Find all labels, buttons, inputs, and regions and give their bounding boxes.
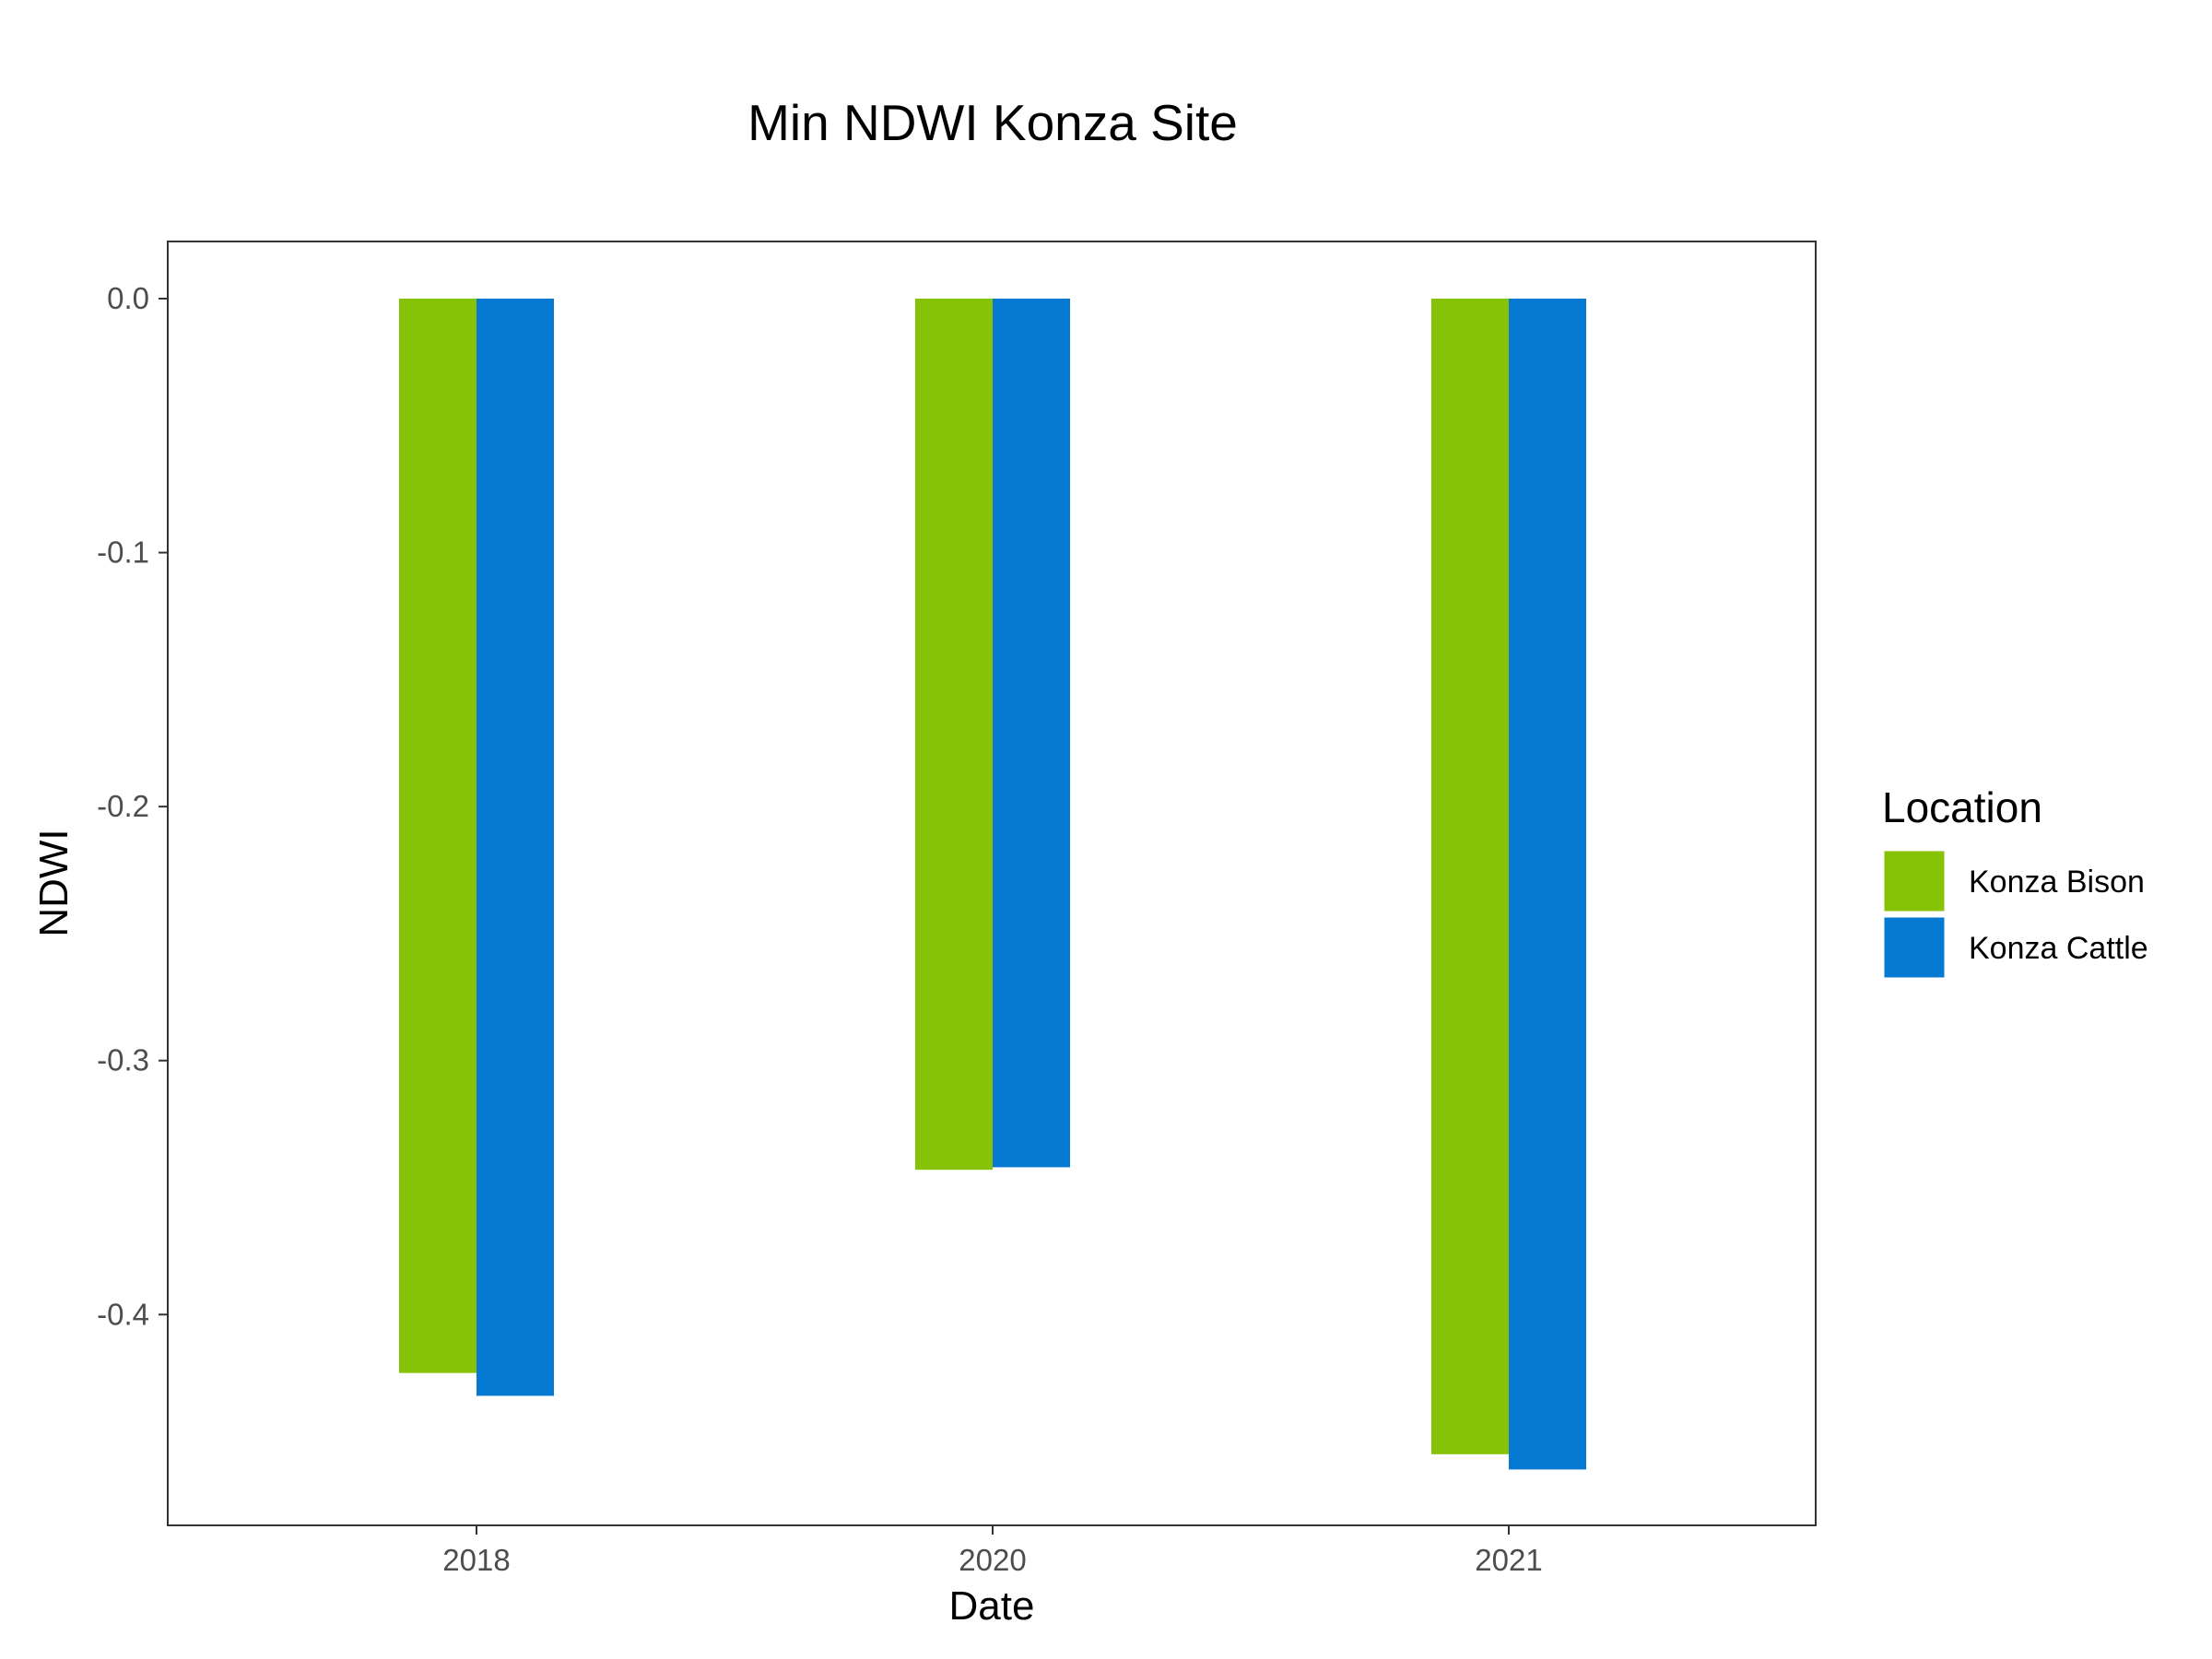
x-axis-title: Date <box>949 1583 1035 1629</box>
bar-konza-bison-2020 <box>915 299 993 1171</box>
y-axis: 0.0 -0.1 -0.2 -0.3 -0.4 <box>97 281 168 1331</box>
y-tick-label: -0.4 <box>97 1297 149 1331</box>
bar-konza-bison-2018 <box>399 299 477 1373</box>
legend-key-konza-cattle <box>1881 914 1947 981</box>
y-tick-label: 0.0 <box>107 281 149 315</box>
y-axis-title: NDWI <box>31 829 76 936</box>
bar-konza-cattle-2020 <box>993 299 1070 1168</box>
legend-key-konza-bison <box>1881 848 1947 914</box>
legend-title: Location <box>1882 783 2042 831</box>
bar-konza-cattle-2018 <box>477 299 554 1396</box>
x-tick-label: 2020 <box>959 1543 1026 1577</box>
legend-label: Konza Cattle <box>1969 931 2148 966</box>
y-tick-label: -0.3 <box>97 1043 149 1077</box>
legend-label: Konza Bison <box>1969 865 2145 900</box>
bar-konza-bison-2021 <box>1431 299 1509 1454</box>
legend: Location Konza Bison Konza Cattle <box>1881 783 2148 981</box>
chart-title: Min NDWI Konza Site <box>747 94 1238 151</box>
bar-konza-cattle-2021 <box>1509 299 1586 1470</box>
x-tick-label: 2021 <box>1475 1543 1542 1577</box>
x-tick-label: 2018 <box>442 1543 510 1577</box>
x-axis: 2018 2020 2021 <box>442 1525 1543 1577</box>
y-tick-label: -0.1 <box>97 535 149 570</box>
bars-group <box>399 299 1586 1470</box>
y-tick-label: -0.2 <box>97 789 149 823</box>
